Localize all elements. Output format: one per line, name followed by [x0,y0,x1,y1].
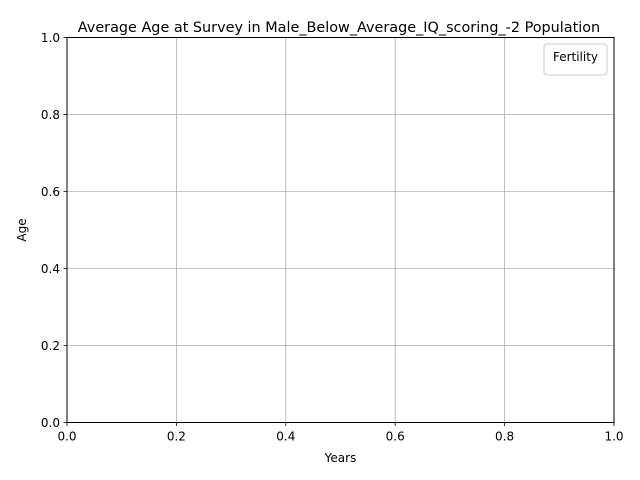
y-tick-label: 0.0 [41,416,60,430]
chart-title: Average Age at Survey in Male_Below_Aver… [78,20,600,36]
x-tick-label: 0.8 [495,430,514,444]
x-axis-label: Years [324,451,357,465]
x-tick-label: 0.6 [386,430,405,444]
grid [66,37,615,423]
y-tick-label: 1.0 [41,31,60,45]
x-tick-label: 0.2 [167,430,186,444]
y-tick-label: 0.6 [41,185,60,199]
legend: Fertility [543,43,608,76]
y-tick-label: 0.4 [41,262,60,276]
y-axis-ticks: 0.0 0.2 0.4 0.6 0.8 1.0 [41,31,67,430]
x-axis-ticks: 0.0 0.2 0.4 0.6 0.8 1.0 [57,422,624,444]
y-tick-label: 0.2 [41,339,60,353]
legend-box [543,43,608,76]
x-tick-label: 0.0 [57,430,76,444]
y-axis-label: Age [15,218,29,241]
x-tick-label: 0.4 [276,430,295,444]
x-tick-label: 1.0 [604,430,623,444]
legend-title: Fertility [553,50,598,64]
y-tick-label: 0.8 [41,108,60,122]
plot-frame [66,37,615,423]
